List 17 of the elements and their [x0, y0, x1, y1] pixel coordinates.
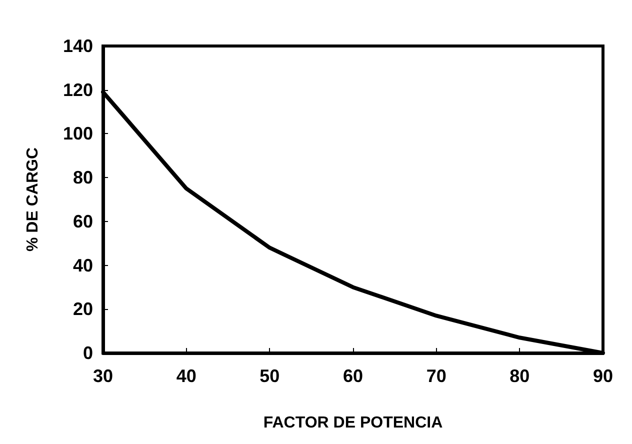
x-axis-title: FACTOR DE POTENCIA [263, 414, 444, 432]
x-tick-label: 90 [592, 366, 614, 386]
y-axis-title: % DE CARGC [24, 147, 42, 252]
y-tick-label: 100 [62, 124, 93, 144]
x-tick-label: 30 [92, 366, 114, 386]
x-tick-label: 70 [426, 366, 446, 386]
y-tick-label: 140 [62, 36, 93, 56]
x-tick-label: 80 [510, 366, 530, 386]
y-tick-label: 0 [82, 343, 93, 363]
y-tick-label: 120 [62, 80, 93, 100]
x-tick-label: 40 [176, 366, 196, 386]
y-tick-label: 40 [72, 255, 93, 276]
y-tick-label: 20 [72, 299, 93, 320]
x-tick-label: 60 [342, 366, 364, 386]
x-tick-label: 50 [260, 366, 280, 386]
y-tick-label: 80 [72, 168, 93, 188]
y-tick-label: 60 [72, 211, 93, 232]
